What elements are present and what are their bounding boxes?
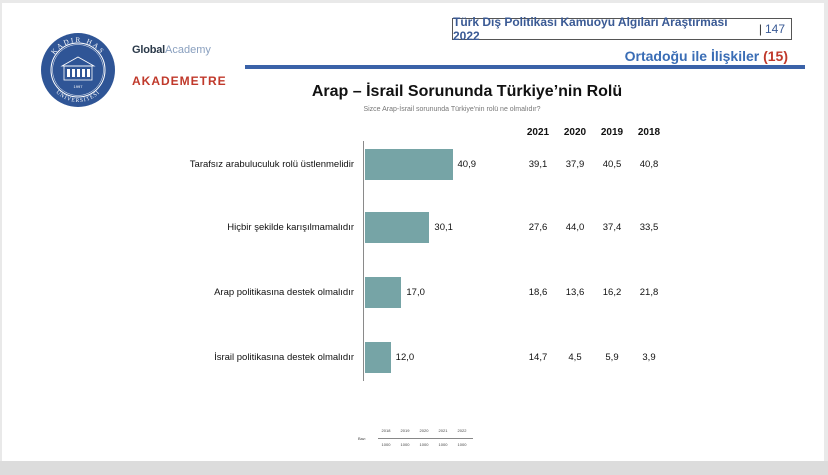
year-value-cell: 4,5 [568,352,582,363]
year-value-cell: 13,6 [565,287,585,298]
year-value-cell: 14,7 [528,352,548,363]
bar [365,342,391,373]
global-academy-light: Academy [165,44,211,56]
base-count: 1000 [457,442,467,447]
global-academy-bold: Global [132,44,166,56]
year-value-cell: 44,0 [565,222,585,233]
year-value-cell: 5,9 [605,352,619,363]
year-value-cell: 16,2 [602,287,622,298]
year-value-cell: 27,6 [528,222,548,233]
bar [365,212,430,243]
university-logo: KADIR HAS ÜNİVERSİTESİ 1997 [40,32,116,108]
section-title: Ortadoğu ile İlişkiler (15) [625,48,788,64]
base-count: 1000 [400,442,410,447]
year-value-cell: 40,5 [602,159,622,170]
global-academy-logo: GlobalAcademy [132,44,211,56]
bar-value-label: 40,9 [457,159,477,170]
chart-title: Arap – İsrail Sorununda Türkiye’nin Rolü [311,83,623,100]
bottom-band [0,461,828,475]
bar-value-label: 12,0 [395,352,415,363]
year-header-2021: 2021 [526,127,550,138]
base-label: Baz: [358,436,367,441]
slide: KADIR HAS ÜNİVERSİTESİ 1997 GlobalAcadem… [2,3,824,461]
base-count: 1000 [438,442,448,447]
report-header-box: Türk Dış Politikası Kamuoyu Algıları Ara… [452,15,792,43]
chart-subtitle: Sizce Arap-İsrail sorununda Türkiye'nin … [363,106,541,113]
section-number: (15) [763,48,788,64]
category-axis [363,141,364,381]
header-separator: | [758,22,762,36]
base-year: 2022 [457,428,467,433]
base-year: 2018 [381,428,391,433]
header-rule [245,65,805,69]
year-value-cell: 40,8 [639,159,659,170]
category-label: İsrail politikasına destek olmalıdır [214,352,354,363]
year-header-2019: 2019 [600,127,624,138]
bar-value-label: 30,1 [434,222,453,233]
base-year: 2019 [400,428,410,433]
year-value-cell: 18,6 [528,287,548,298]
base-count: 1000 [419,442,429,447]
category-label: Hiçbir şekilde karışılmamalıdır [227,222,354,233]
report-title: Türk Dış Politikası Kamuoyu Algıları Ara… [453,15,728,43]
base-year: 2021 [438,428,448,433]
base-year: 2020 [419,428,429,433]
year-value-cell: 3,9 [642,352,656,363]
bar [365,277,402,308]
year-header-2020: 2020 [563,127,587,138]
page-number: 147 [764,22,785,36]
svg-text:1997: 1997 [74,84,84,89]
year-value-cell: 39,1 [528,159,548,170]
category-label: Arap politikasına destek olmalıdır [214,287,354,298]
year-value-cell: 37,9 [565,159,585,170]
section-title-text: Ortadoğu ile İlişkiler [624,48,760,64]
year-value-cell: 33,5 [639,222,659,233]
year-value-cell: 37,4 [602,222,622,233]
base-rule [378,438,473,439]
year-header-2018: 2018 [637,127,661,138]
akademetre-logo: AKADEMETRE [132,74,227,88]
university-seal-icon: KADIR HAS ÜNİVERSİTESİ 1997 [41,33,115,107]
base-count: 1000 [381,442,391,447]
bar-value-label: 17,0 [406,287,425,298]
bar [365,149,453,180]
year-value-cell: 21,8 [639,287,659,298]
category-label: Tarafsız arabuluculuk rolü üstlenmelidir [189,159,354,170]
